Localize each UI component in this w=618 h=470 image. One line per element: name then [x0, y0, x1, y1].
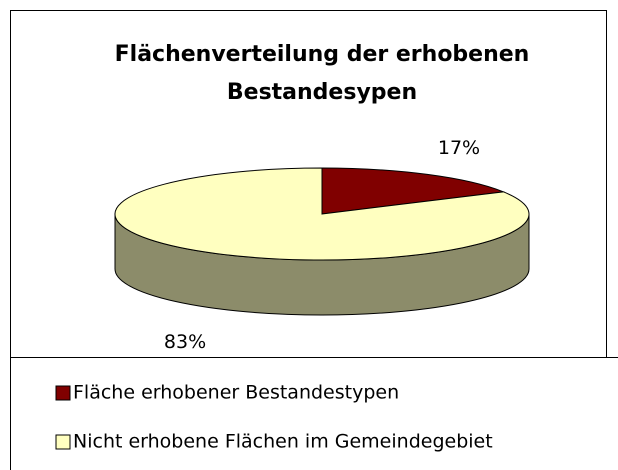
legend-label: Nicht erhobene Flächen im Gemeindegebiet: [73, 431, 493, 453]
chart-title: Flächenverteilung der erhobenen Bestande…: [114, 42, 530, 105]
legend-swatch: [55, 385, 71, 401]
legend-box: [10, 357, 618, 470]
legend-swatch: [55, 434, 71, 450]
legend-label: Fläche erhobener Bestandestypen: [73, 382, 399, 404]
pie-slice: [321, 167, 504, 215]
pie-slice: [114, 167, 530, 261]
data-label: 17%: [438, 137, 480, 159]
data-label: 83%: [164, 331, 206, 353]
